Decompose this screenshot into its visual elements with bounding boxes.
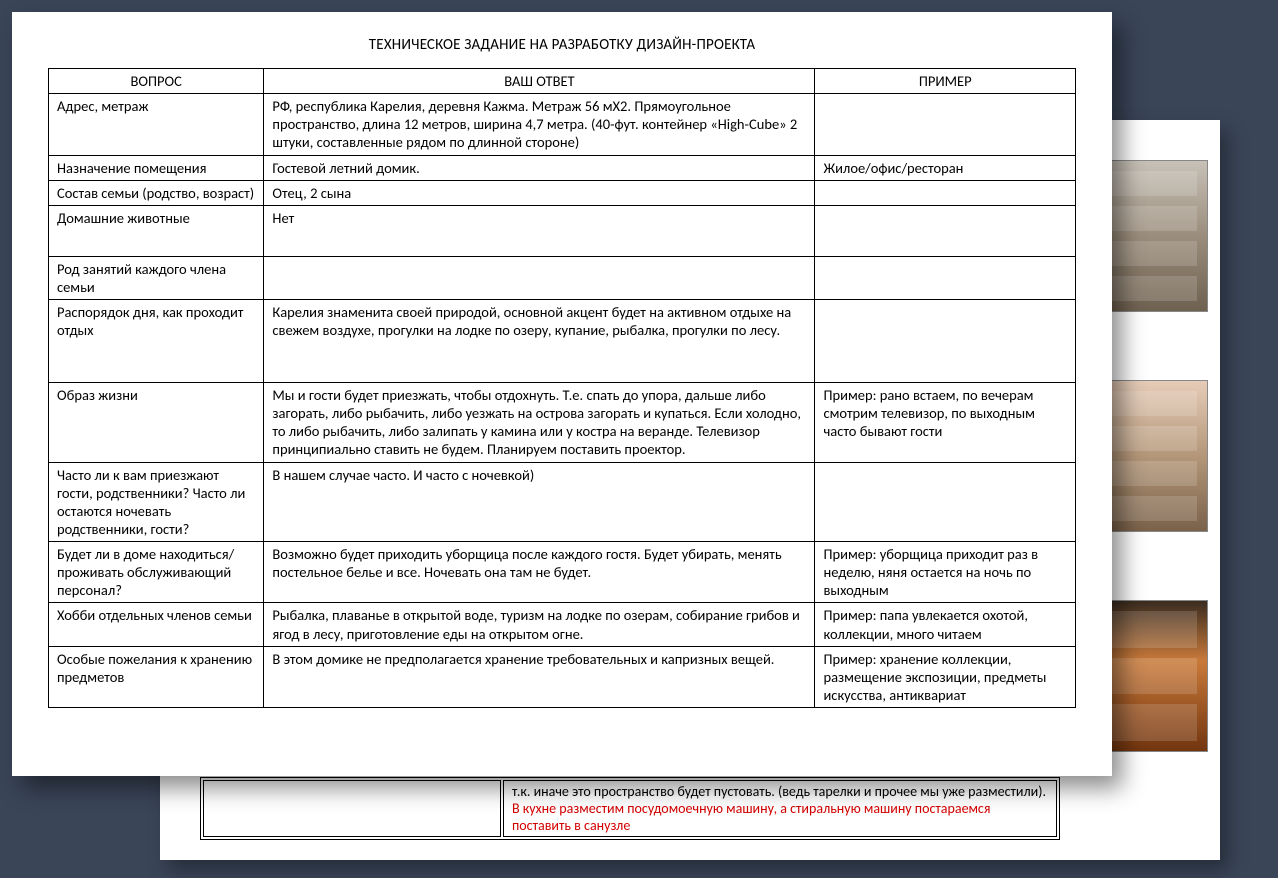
answer-cell: Гостевой летний домик. [264, 155, 815, 180]
question-cell: Род занятий каждого члена семьи [49, 256, 264, 299]
fragment-text-red: В кухне разместим посудомоечную машину, … [512, 800, 991, 834]
answer-cell: Нет [264, 205, 815, 256]
example-cell [815, 300, 1076, 383]
table-row: Состав семьи (родство, возраст)Отец, 2 с… [49, 180, 1076, 205]
table-row: Домашние животныеНет [49, 205, 1076, 256]
example-cell [815, 94, 1076, 155]
col-header-question: ВОПРОС [49, 69, 264, 94]
answer-cell: В нашем случае часто. И часто с ночевкой… [264, 462, 815, 542]
question-cell: Адрес, метраж [49, 94, 264, 155]
example-cell: Пример: уборщица приходит раз в неделю, … [815, 542, 1076, 603]
fragment-text-black: т.к. иначе это пространство будет пустов… [512, 783, 1046, 800]
question-cell: Состав семьи (родство, возраст) [49, 180, 264, 205]
answer-cell: Рыбалка, плаванье в открытой воде, туриз… [264, 603, 815, 646]
example-cell [815, 205, 1076, 256]
table-row: Хобби отдельных членов семьиРыбалка, пла… [49, 603, 1076, 646]
table-header-row: ВОПРОС ВАШ ОТВЕТ ПРИМЕР [49, 69, 1076, 94]
example-cell: Пример: хранение коллекции, размещение э… [815, 646, 1076, 707]
answer-cell: В этом домике не предполагается хранение… [264, 646, 815, 707]
back-table-fragment: т.к. иначе это пространство будет пустов… [200, 777, 1060, 840]
answer-cell [264, 256, 815, 299]
answer-cell: РФ, республика Карелия, деревня Кажма. М… [264, 94, 815, 155]
question-cell: Распорядок дня, как проходит отдых [49, 300, 264, 383]
answer-cell: Мы и гости будет приезжать, чтобы отдохн… [264, 383, 815, 463]
question-cell: Будет ли в доме находиться/проживать обс… [49, 542, 264, 603]
table-row: т.к. иначе это пространство будет пустов… [203, 780, 1057, 837]
question-cell: Назначение помещения [49, 155, 264, 180]
page-title: ТЕХНИЧЕСКОЕ ЗАДАНИЕ НА РАЗРАБОТКУ ДИЗАЙН… [48, 36, 1076, 54]
table-row: Образ жизниМы и гости будет приезжать, ч… [49, 383, 1076, 463]
col-header-answer: ВАШ ОТВЕТ [264, 69, 815, 94]
fragment-answer-cell: т.к. иначе это пространство будет пустов… [503, 780, 1057, 837]
front-page: ТЕХНИЧЕСКОЕ ЗАДАНИЕ НА РАЗРАБОТКУ ДИЗАЙН… [12, 12, 1112, 776]
example-cell [815, 180, 1076, 205]
example-cell: Жилое/офис/ресторан [815, 155, 1076, 180]
question-cell: Особые пожелания к хранению предметов [49, 646, 264, 707]
table-row: Род занятий каждого члена семьи [49, 256, 1076, 299]
table-row: Часто ли к вам приезжают гости, родствен… [49, 462, 1076, 542]
photo-thumbnail-1 [1096, 160, 1208, 312]
fragment-question-cell [203, 780, 501, 837]
spec-table: ВОПРОС ВАШ ОТВЕТ ПРИМЕР Адрес, метражРФ,… [48, 68, 1076, 708]
answer-cell: Возможно будет приходить уборщица после … [264, 542, 815, 603]
example-cell: Пример: рано встаем, по вечерам смотрим … [815, 383, 1076, 463]
table-row: Распорядок дня, как проходит отдыхКарели… [49, 300, 1076, 383]
stage: т.к. иначе это пространство будет пустов… [0, 0, 1278, 878]
question-cell: Образ жизни [49, 383, 264, 463]
example-cell [815, 256, 1076, 299]
col-header-example: ПРИМЕР [815, 69, 1076, 94]
question-cell: Домашние животные [49, 205, 264, 256]
table-row: Особые пожелания к хранению предметовВ э… [49, 646, 1076, 707]
example-cell: Пример: папа увлекается охотой, коллекци… [815, 603, 1076, 646]
table-row: Адрес, метражРФ, республика Карелия, дер… [49, 94, 1076, 155]
question-cell: Часто ли к вам приезжают гости, родствен… [49, 462, 264, 542]
photo-thumbnail-2 [1096, 380, 1208, 532]
table-row: Будет ли в доме находиться/проживать обс… [49, 542, 1076, 603]
example-cell [815, 462, 1076, 542]
answer-cell: Карелия знаменита своей природой, основн… [264, 300, 815, 383]
answer-cell: Отец, 2 сына [264, 180, 815, 205]
question-cell: Хобби отдельных членов семьи [49, 603, 264, 646]
table-row: Назначение помещенияГостевой летний доми… [49, 155, 1076, 180]
photo-thumbnail-3 [1096, 600, 1208, 752]
